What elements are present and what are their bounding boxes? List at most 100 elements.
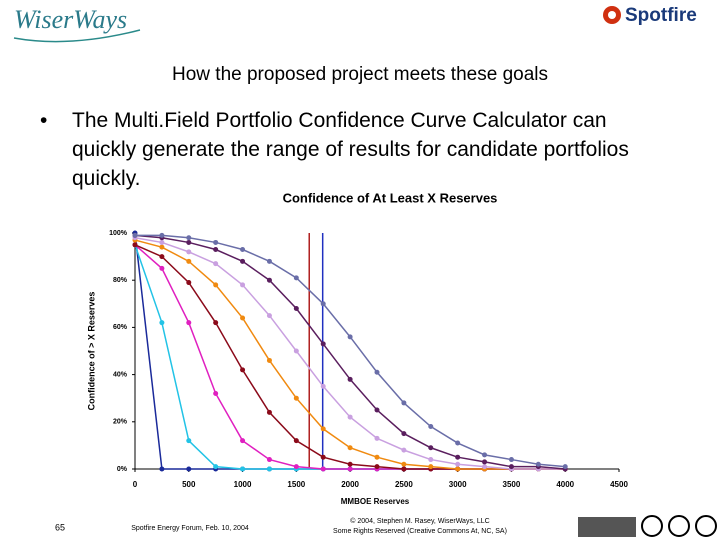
point <box>508 464 514 470</box>
point <box>428 464 434 470</box>
point <box>401 400 407 406</box>
point <box>347 466 353 472</box>
series-line <box>134 239 566 470</box>
point <box>132 242 138 248</box>
point <box>482 464 488 470</box>
point <box>347 376 353 382</box>
y-tick-label: 100% <box>109 230 128 237</box>
point <box>213 282 219 288</box>
point <box>240 315 246 321</box>
point <box>159 254 165 260</box>
point <box>293 464 299 470</box>
x-tick-label: 3500 <box>503 480 521 489</box>
point <box>159 239 165 245</box>
point <box>240 258 246 264</box>
bullet-text: The Multi.Field Portfolio Confidence Cur… <box>72 109 629 190</box>
point <box>266 258 272 264</box>
point <box>266 357 272 363</box>
point <box>347 334 353 340</box>
series-line <box>134 244 566 470</box>
series-line <box>134 244 566 470</box>
logo-right: Spotfire <box>625 5 697 26</box>
y-tick-label: 80% <box>113 277 128 284</box>
series-line <box>134 244 566 470</box>
footer-center: © 2004, Stephen M. Rasey, WiserWays, LLC <box>350 517 489 525</box>
point <box>293 306 299 312</box>
x-tick-label: 4500 <box>610 480 628 489</box>
point <box>455 466 461 472</box>
point <box>347 414 353 420</box>
x-tick-label: 1500 <box>287 480 305 489</box>
footer-center: Some Rights Reserved (Creative Commons A… <box>333 528 507 535</box>
y-tick-label: 20% <box>113 419 128 426</box>
point <box>347 445 353 451</box>
page-number: 65 <box>55 522 65 532</box>
point <box>213 390 219 396</box>
point <box>266 409 272 415</box>
point <box>186 239 192 245</box>
y-tick-label: 60% <box>113 324 128 331</box>
point <box>159 320 165 326</box>
cc-icon <box>695 515 717 537</box>
x-tick-label: 1000 <box>234 480 252 489</box>
point <box>213 261 219 267</box>
point <box>186 235 192 241</box>
point <box>455 461 461 467</box>
point <box>320 426 326 432</box>
cc-badge <box>578 517 636 537</box>
bullet-dot: • <box>40 109 48 132</box>
point <box>374 464 380 470</box>
logo-swoosh <box>13 29 141 43</box>
point <box>159 466 165 472</box>
heading: How the proposed project meets these goa… <box>172 64 548 85</box>
point <box>293 348 299 354</box>
point <box>374 454 380 460</box>
point <box>240 367 246 373</box>
x-tick-label: 2000 <box>341 480 359 489</box>
point <box>374 369 380 375</box>
point <box>401 461 407 467</box>
point <box>401 466 407 472</box>
point <box>186 438 192 444</box>
point <box>455 454 461 460</box>
point <box>428 457 434 463</box>
point <box>320 454 326 460</box>
logo-icon-center <box>608 11 616 19</box>
x-tick-label: 4000 <box>556 480 574 489</box>
point <box>186 466 192 472</box>
point <box>159 232 165 238</box>
point <box>535 461 541 467</box>
point <box>240 438 246 444</box>
point <box>374 407 380 413</box>
point <box>186 320 192 326</box>
x-tick-label: 500 <box>182 480 196 489</box>
point <box>401 447 407 453</box>
point <box>482 459 488 465</box>
footer-left: Spotfire Energy Forum, Feb. 10, 2004 <box>131 525 249 532</box>
point <box>213 239 219 245</box>
point <box>240 247 246 253</box>
point <box>508 457 514 463</box>
point <box>159 265 165 271</box>
point <box>240 282 246 288</box>
point <box>428 445 434 451</box>
point <box>320 383 326 389</box>
point <box>132 232 138 238</box>
y-axis-label: Confidence of > X Reserves <box>86 292 96 411</box>
point <box>482 452 488 458</box>
series-line <box>134 236 566 470</box>
point <box>293 395 299 401</box>
point <box>428 424 434 430</box>
point <box>213 247 219 253</box>
x-tick-label: 2500 <box>395 480 413 489</box>
point <box>293 438 299 444</box>
point <box>455 440 461 446</box>
x-tick-label: 3000 <box>449 480 467 489</box>
point <box>186 258 192 264</box>
point <box>320 301 326 307</box>
point <box>320 466 326 472</box>
point <box>320 341 326 347</box>
logo-left: WiserWays <box>14 5 127 34</box>
